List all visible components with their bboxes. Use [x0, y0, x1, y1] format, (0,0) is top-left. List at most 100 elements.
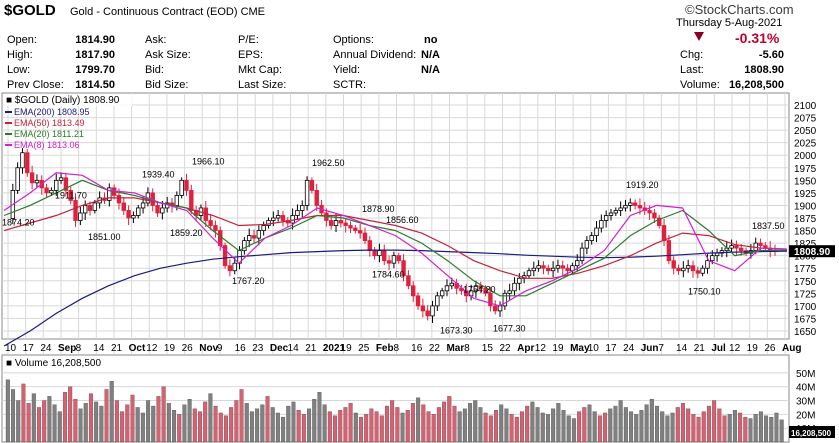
price-chart-title: ■ $GOLD (Daily) 1808.90: [6, 95, 120, 106]
volume-bar: [88, 393, 93, 443]
volume-bar: [478, 407, 483, 443]
symbol: $GOLD: [4, 2, 56, 19]
candle-body: [189, 189, 194, 211]
volume-bar: [301, 414, 306, 443]
volume-bar: [21, 383, 26, 443]
low-label: Low:: [7, 64, 31, 76]
price-tick-label: 1850: [794, 227, 817, 238]
volume-bar: [166, 403, 171, 443]
volume-bar: [587, 404, 592, 443]
down-triangle-icon: [694, 32, 704, 41]
volume-bar: [727, 414, 732, 443]
candle-body: [54, 179, 59, 191]
candle-body: [126, 210, 131, 219]
volume-bar: [151, 405, 156, 443]
price-tick-label: 1925: [794, 189, 817, 200]
volume-bar: [83, 403, 88, 443]
price-annotation: 1837.50: [752, 221, 785, 231]
x-tick-label: 16: [235, 343, 247, 354]
volume-bar: [748, 418, 753, 443]
volume-bar: [223, 415, 228, 443]
eps-label: EPS:: [238, 49, 264, 61]
volume-bar: [561, 410, 566, 443]
volume-bar: [78, 408, 83, 443]
candle-body: [227, 265, 233, 272]
x-tick-label: 8: [464, 343, 470, 354]
last-price-tag: 1808.90: [794, 247, 831, 258]
volume-tick-label: 40M: [796, 383, 815, 394]
x-tick-label: 7: [658, 343, 664, 354]
volume-bar: [696, 416, 701, 443]
candle-body: [256, 230, 262, 239]
stockcharts-logo[interactable]: ©StockCharts.com: [685, 2, 794, 17]
quote-date: Thursday 5-Aug-2021: [676, 17, 783, 29]
volume-bar: [530, 401, 535, 443]
mkt-cap-label: Mkt Cap:: [238, 64, 283, 76]
volume-bar: [655, 405, 660, 443]
x-tick-label: Dec: [270, 343, 289, 354]
candle-body: [155, 205, 160, 214]
x-tick-label: 9: [217, 343, 223, 354]
volume-bar: [62, 392, 67, 443]
x-tick-label: 8: [76, 343, 82, 354]
volume-bar: [779, 419, 784, 443]
candle-body: [478, 285, 483, 289]
candle-body: [34, 179, 40, 184]
volume-bar: [623, 407, 628, 443]
candle-body: [637, 205, 643, 209]
candle-body: [107, 187, 112, 201]
bid-size-label: Bid Size:: [145, 79, 189, 91]
volume-bar: [161, 386, 166, 443]
candle-body: [676, 267, 681, 272]
price-tick-label: 1725: [794, 289, 817, 300]
volume-bar: [218, 412, 223, 443]
volume-bar: [758, 411, 763, 443]
volume-bar: [68, 386, 73, 443]
legend-entry: EMA(20) 1811.21: [14, 129, 84, 139]
volume-bar: [104, 389, 109, 443]
volume-bar: [592, 411, 597, 443]
candle-body: [314, 189, 319, 206]
volume-bar: [722, 415, 727, 443]
candle-body: [657, 217, 662, 226]
x-tick-label: 17: [23, 343, 35, 354]
candle-body: [555, 265, 561, 269]
x-tick-label: 19: [164, 343, 176, 354]
candle-body: [497, 305, 503, 312]
description: Gold - Continuous Contract (EOD) CME: [70, 6, 265, 18]
volume-bar: [545, 414, 550, 443]
x-tick-label: 14: [93, 343, 105, 354]
price-annotation: 1919.20: [626, 180, 659, 190]
candle-body: [681, 267, 686, 272]
candle-body: [333, 220, 339, 226]
volume-bar: [571, 418, 576, 443]
volume-bar: [125, 404, 130, 443]
candle-body: [251, 235, 257, 239]
candle-body: [613, 210, 619, 214]
candle-body: [362, 232, 368, 241]
volume-bar: [405, 410, 410, 443]
candle-body: [20, 152, 25, 169]
volume-bar: [229, 407, 234, 443]
candle-body: [136, 207, 141, 216]
legend-box: [4, 94, 132, 106]
volume-bar: [11, 389, 16, 443]
price-tick-label: 1750: [794, 277, 817, 288]
volume-bar: [327, 411, 332, 443]
candle-body: [705, 260, 710, 269]
price-annotation: 1911.70: [55, 191, 87, 201]
volume-bar: [37, 407, 42, 443]
candle-body: [140, 202, 146, 209]
open-label: Open:: [7, 34, 37, 46]
x-tick-label: Feb: [376, 343, 394, 354]
volume-bar: [47, 396, 52, 443]
description-text: Gold - Continuous Contract (EOD): [70, 6, 238, 18]
price-tick-label: 1875: [794, 214, 817, 225]
candle-body: [295, 210, 300, 216]
volume-bar: [317, 392, 322, 443]
candle-body: [541, 265, 546, 269]
candle-body: [415, 295, 421, 307]
low-value: 1799.70: [75, 64, 115, 76]
candle-body: [695, 270, 701, 274]
